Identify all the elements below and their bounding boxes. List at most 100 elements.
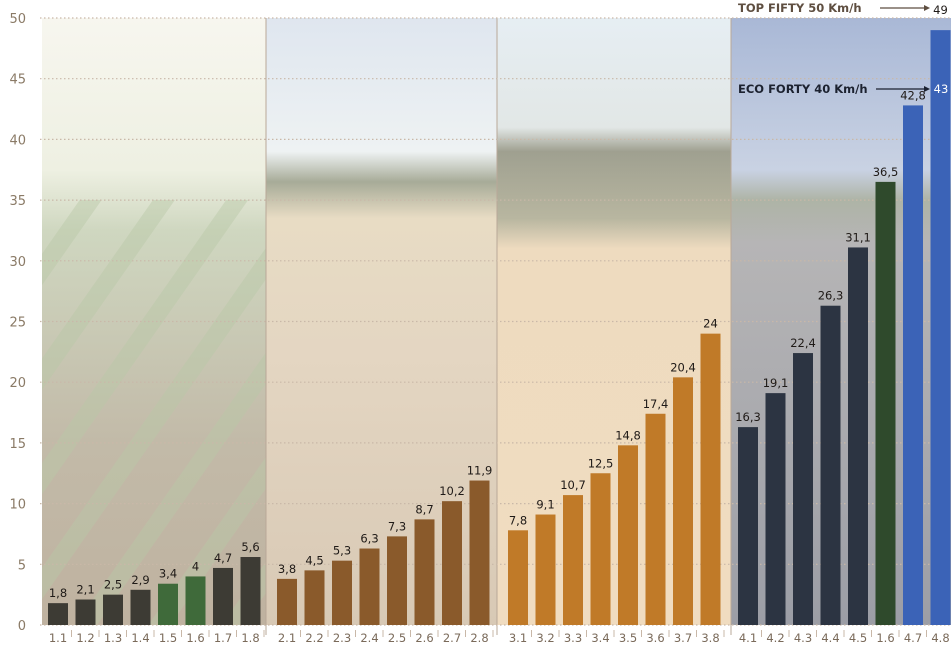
bar-3.6 (645, 413, 666, 625)
y-tick-label: 40 (9, 133, 26, 148)
value-label-4.2: 19,1 (763, 376, 789, 390)
bar-2.2 (304, 570, 325, 625)
bar-3.1 (508, 530, 528, 625)
value-label-3.2: 9,1 (536, 498, 554, 512)
value-label-2.5: 7,3 (388, 519, 406, 533)
annotation-top-fifty: TOP FIFTY 50 Km/h (738, 1, 862, 15)
x-tick-label: 1.3 (104, 631, 122, 645)
y-tick-label: 35 (9, 194, 26, 209)
x-tick-label: 1.1 (49, 631, 67, 645)
bar-1.8 (240, 557, 261, 625)
value-label-3.5: 14,8 (615, 428, 641, 442)
x-tick-label: 1.5 (159, 631, 177, 645)
bar-2.4 (359, 548, 380, 625)
value-label-1.2: 2,1 (76, 583, 94, 597)
value-label-1.7: 4,7 (214, 551, 232, 565)
value-label-4.7: 42,8 (900, 88, 926, 102)
x-tick-label: 2.5 (388, 631, 406, 645)
value-label-3.8: 24 (703, 317, 718, 331)
arrow-head (924, 5, 930, 11)
value-label-1.6: 36,5 (873, 165, 899, 179)
bar-1.1 (48, 603, 68, 625)
value-label-3.3: 10,7 (560, 478, 586, 492)
annotations: TOP FIFTY 50 Km/h ECO FORTY 40 Km/h 43 (738, 1, 948, 96)
y-tick-label: 50 (9, 12, 26, 27)
value-label-2.2: 4,5 (305, 553, 323, 567)
value-label-3.6: 17,4 (643, 397, 669, 411)
x-tick-label: 2.6 (415, 631, 433, 645)
y-tick-label: 10 (9, 498, 26, 513)
x-tick-label: 3.2 (536, 631, 554, 645)
y-tick-label: 0 (18, 619, 26, 634)
x-tick-label: 2.4 (360, 631, 378, 645)
value-label-1.1: 1,8 (49, 586, 67, 600)
x-tick-label: 3.4 (591, 631, 609, 645)
annotation-eco-forty: ECO FORTY 40 Km/h (738, 82, 868, 96)
value-label-4.1: 16,3 (735, 410, 761, 424)
bar-3.7 (673, 377, 693, 625)
plot-backgrounds (42, 18, 951, 635)
x-tick-label: 2.3 (333, 631, 351, 645)
x-tick-label: 3.8 (701, 631, 719, 645)
value-label-2.1: 3,8 (278, 562, 296, 576)
x-tick-label: 2.1 (278, 631, 296, 645)
bar-3.2 (535, 514, 556, 625)
y-tick-label: 30 (9, 255, 26, 270)
value-label-4.8: 49 (933, 3, 948, 17)
x-tick-label: 3.7 (674, 631, 692, 645)
bar-2.8 (469, 480, 490, 625)
bar-2.7 (442, 501, 462, 625)
x-tick-label: 3.3 (564, 631, 582, 645)
crop-rows-texture (42, 200, 266, 625)
bar-1.2 (75, 599, 96, 625)
y-tick-label: 25 (9, 316, 26, 331)
bar-3.4 (590, 473, 611, 625)
bars (48, 30, 951, 626)
x-tick-label: 3.1 (509, 631, 527, 645)
x-axis: 1.1 1.2 1.3 1.4 1.5 1.6 1.7 1.8 2.1 2.2 2.3 2.4 2.5 2… (49, 630, 950, 645)
bar-4.8 (930, 30, 951, 625)
value-label-3.7: 20,4 (670, 360, 696, 374)
bar-4.4 (820, 305, 841, 625)
y-tick-label: 5 (18, 558, 26, 573)
bar-4.2 (765, 393, 786, 625)
x-tick-label: 4.4 (821, 631, 839, 645)
bar-1.7 (213, 567, 233, 625)
bar-2.6 (414, 519, 435, 625)
value-label-1.5: 3,4 (159, 567, 177, 581)
x-tick-label: 2.2 (305, 631, 323, 645)
y-tick-label: 45 (9, 73, 26, 88)
x-tick-label: 4.5 (849, 631, 867, 645)
value-label-1.8: 5,6 (241, 540, 259, 554)
bar-2.5 (387, 536, 407, 625)
value-label-2.7: 10,2 (439, 484, 465, 498)
x-tick-label: 1.6 (186, 631, 204, 645)
value-labels: 1,8 2,1 2,5 2,9 3,4 4 4,7 5,6 3,8 4,5 5,3 6,3 7,3 8,7… (49, 3, 948, 600)
bar-1.4 (130, 589, 151, 625)
x-tick-label: 1.6 (876, 631, 894, 645)
x-tick-label: 2.7 (443, 631, 461, 645)
bar-4.1 (738, 427, 758, 625)
y-tick-label: 20 (9, 376, 26, 391)
y-axis: 0 5 10 15 20 25 30 35 40 45 50 (9, 12, 26, 634)
x-tick-label: 1.8 (241, 631, 259, 645)
bar-1.6 (185, 576, 206, 625)
x-tick-label: 1.7 (214, 631, 232, 645)
x-tick-label: 4.1 (739, 631, 757, 645)
bar-3.5 (618, 445, 638, 625)
value-label-2.4: 6,3 (360, 532, 378, 546)
bar-1.5 (158, 583, 178, 625)
value-label-4.5: 31,1 (845, 230, 871, 244)
x-tick-label: 4.7 (904, 631, 922, 645)
x-tick-label: 1.2 (76, 631, 94, 645)
x-tick-label: 3.5 (619, 631, 637, 645)
x-tick-label: 3.6 (646, 631, 664, 645)
x-tick-label: 2.8 (470, 631, 488, 645)
value-label-3.4: 12,5 (588, 456, 614, 470)
value-label-2.6: 8,7 (415, 502, 433, 516)
x-tick-label: 1.4 (131, 631, 149, 645)
bar-3.3 (563, 495, 583, 625)
x-tick-label: 4.3 (794, 631, 812, 645)
bar-4.3 (793, 353, 813, 625)
